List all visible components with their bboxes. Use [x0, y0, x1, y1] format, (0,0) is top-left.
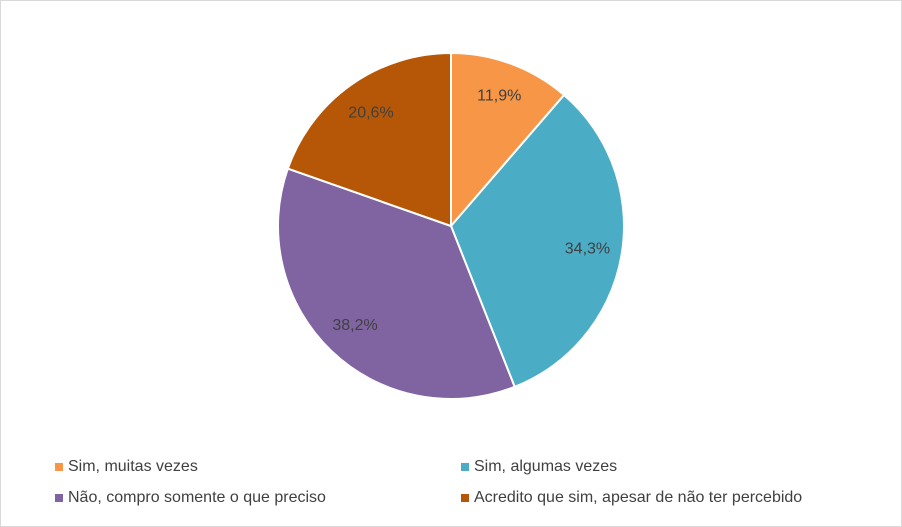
- pie-slice: [449, 93, 625, 389]
- data-label: 11,9%: [477, 87, 521, 104]
- legend-label: Não, compro somente o que preciso: [68, 489, 326, 506]
- legend-swatch: [461, 463, 469, 471]
- legend-label: Sim, muitas vezes: [68, 458, 198, 475]
- legend-swatch: [55, 494, 63, 502]
- data-label: 34,3%: [565, 240, 610, 257]
- pie-slice: [277, 167, 516, 400]
- data-label: 38,2%: [332, 317, 377, 334]
- pie-slice: [450, 51, 566, 229]
- legend-swatch: [55, 463, 63, 471]
- data-label: 20,6%: [348, 104, 393, 121]
- legend-label: Acredito que sim, apesar de não ter perc…: [474, 489, 802, 506]
- legend-label: Sim, algumas vezes: [474, 458, 617, 475]
- legend-swatch: [461, 494, 469, 502]
- pie-slice: [286, 51, 452, 228]
